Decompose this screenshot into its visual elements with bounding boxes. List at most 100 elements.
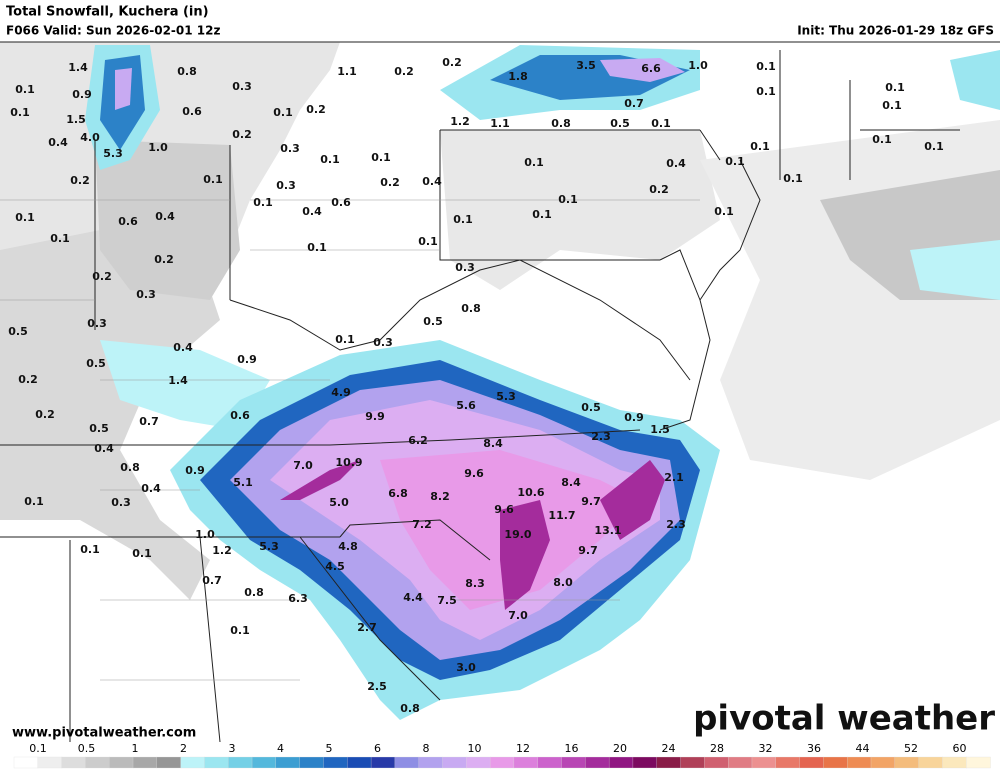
snow-label: 0.4 [173,341,193,354]
snow-label: 1.4 [168,374,188,387]
snow-label: 0.1 [418,235,438,248]
snow-label: 0.3 [111,496,131,509]
legend-tick: 32 [759,742,773,755]
snow-label: 8.4 [483,437,503,450]
snow-label: 1.0 [688,59,708,72]
snow-label: 0.3 [276,179,296,192]
legend-swatch [942,756,967,769]
snow-label: 1.5 [66,113,86,126]
snow-label: 0.1 [24,495,44,508]
snow-label: 6.2 [408,434,428,447]
legend-swatch [394,756,420,769]
snow-label: 0.4 [155,210,175,223]
legend-tick: 12 [516,742,530,755]
snow-label: 2.3 [591,430,611,443]
snow-label: 7.0 [293,459,313,472]
snow-label: 0.5 [423,315,443,328]
snow-label: 4.0 [80,131,100,144]
snow-label: 6.8 [388,487,408,500]
snow-label: 1.5 [650,423,670,436]
snow-label: 9.7 [581,495,601,508]
snow-label: 5.3 [259,540,279,553]
snow-label: 0.1 [230,624,250,637]
snow-label: 9.6 [464,467,484,480]
snow-label: 7.2 [412,518,432,531]
snow-label: 10.9 [335,456,362,469]
legend-swatch [180,756,206,769]
legend-swatch [347,756,372,769]
snow-label: 6.3 [288,592,308,605]
legend-swatch [109,756,134,769]
snow-label: 0.1 [80,543,100,556]
title: Total Snowfall, Kuchera (in) [6,5,209,20]
snow-label: 0.7 [202,574,222,587]
snow-label: 0.3 [87,317,107,330]
legend-swatch [275,756,301,769]
legend-swatch [680,756,705,769]
snow-label: 0.1 [253,196,273,209]
legend-swatch [513,756,539,769]
snow-label: 1.1 [337,65,357,78]
snow-label: 0.3 [455,261,475,274]
snow-label: 0.1 [783,172,803,185]
legend-swatch [870,756,896,769]
snow-label: 1.2 [450,115,470,128]
legend-swatch [37,756,63,769]
snow-label: 2.3 [666,518,686,531]
map-labels: 1.4 0.80.1 0.90.30.11.50.6 0.1 0.20.4 4.05.3 1… [8,56,944,715]
snow-label: 8.4 [561,476,581,489]
init-time: Init: Thu 2026-01-29 18z GFS [797,24,994,38]
legend-swatch [370,756,396,769]
snow-label: 5.1 [233,476,253,489]
snow-label: 0.9 [237,353,257,366]
snow-label: 0.1 [15,211,35,224]
snow-label: 7.0 [508,609,528,622]
snow-label: 0.1 [371,151,391,164]
snow-label: 0.7 [624,97,644,110]
snow-label: 0.3 [280,142,300,155]
legend-tick: 28 [710,742,724,755]
legend-tick: 52 [904,742,918,755]
legend-swatch [561,756,586,769]
snow-label: 0.1 [320,153,340,166]
legend-swatch [585,756,610,769]
snow-label: 11.7 [548,509,575,522]
snow-label: 0.5 [86,357,106,370]
snow-label: 0.8 [177,65,197,78]
snow-label: 0.1 [15,83,35,96]
snow-label: 0.3 [136,288,156,301]
legend-tick: 0.5 [78,742,96,755]
snow-label: 9.9 [365,410,385,423]
snow-label: 0.1 [885,81,905,94]
legend: 0.1 0.5 1 2 3 4 5 6 8 10 12 16 20 24 28 32 36 44 52 60 [13,742,991,769]
valid-time: F066 Valid: Sun 2026-02-01 12z [6,24,220,38]
snow-label: 0.6 [230,409,250,422]
legend-tick: 24 [662,742,676,755]
snow-label: 0.2 [35,408,55,421]
snow-label: 9.7 [578,544,598,557]
snow-label: 1.0 [148,141,168,154]
snow-label: 0.1 [882,99,902,112]
snow-label: 0.8 [461,302,481,315]
snow-label: 0.5 [581,401,601,414]
snow-label: 0.2 [18,373,38,386]
legend-swatch [85,756,110,769]
snow-label: 0.2 [232,128,252,141]
snow-label: 2.5 [367,680,387,693]
legend-tick: 1 [132,742,139,755]
snow-label: 0.1 [524,156,544,169]
snow-label: 0.6 [331,196,351,209]
legend-swatch [418,756,444,769]
legend-swatch [894,756,920,769]
snow-label: 0.4 [666,157,686,170]
snow-label: 0.1 [651,117,671,130]
legend-tick: 4 [277,742,284,755]
legend-swatch [632,756,658,769]
snow-label: 0.3 [373,336,393,349]
snow-label: 0.1 [50,232,70,245]
snow-label: 0.1 [756,85,776,98]
snow-label: 5.3 [103,147,123,160]
legend-swatch [251,756,277,769]
snow-label: 0.1 [10,106,30,119]
legend-swatch [775,756,801,769]
